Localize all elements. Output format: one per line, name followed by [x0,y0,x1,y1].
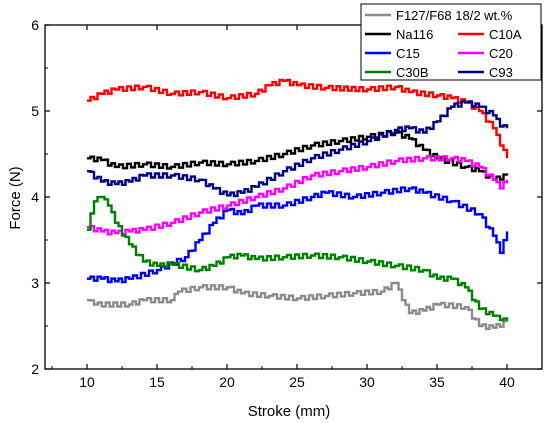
legend-box [360,3,542,81]
series-line-1 [87,281,509,331]
x-tick-label: 40 [499,374,515,390]
series-line-5 [87,155,509,236]
y-tick-label: 4 [31,189,39,205]
axes: 10 15 20 25 30 35 40 2 3 4 5 6 [31,17,543,390]
x-tick-label: 35 [429,374,445,390]
x-tick-label: 30 [359,374,375,390]
legend-label-2: Na116 [396,27,433,42]
legend: F127/F68 18/2 wt.% Na116 C10A C15 C20 C30B C93 [360,3,542,81]
legend-label-3: C10A [489,27,522,42]
y-tick-label: 5 [31,103,39,119]
x-tick-label: 25 [289,374,305,390]
y-tick-label: 3 [31,275,39,291]
series-line-6 [87,195,509,322]
legend-label-4: C15 [396,46,420,61]
series-layer [87,78,509,331]
legend-label-7: C93 [489,65,513,80]
x-tick-label: 20 [219,374,235,390]
series-line-7 [87,100,509,198]
legend-label-5: C20 [489,46,513,61]
x-axis-title: Stroke (mm) [248,403,331,420]
y-tick-label: 2 [31,361,39,377]
y-axis-title: Force (N) [7,166,24,229]
x-tick-label: 10 [79,374,95,390]
series-line-2 [87,130,509,181]
series-line-3 [87,78,509,159]
x-tick-label: 15 [149,374,165,390]
y-tick-label: 6 [31,17,39,33]
legend-label-6: C30B [396,65,429,80]
series-line-4 [87,186,509,284]
legend-label-1: F127/F68 18/2 wt.% [396,8,513,23]
